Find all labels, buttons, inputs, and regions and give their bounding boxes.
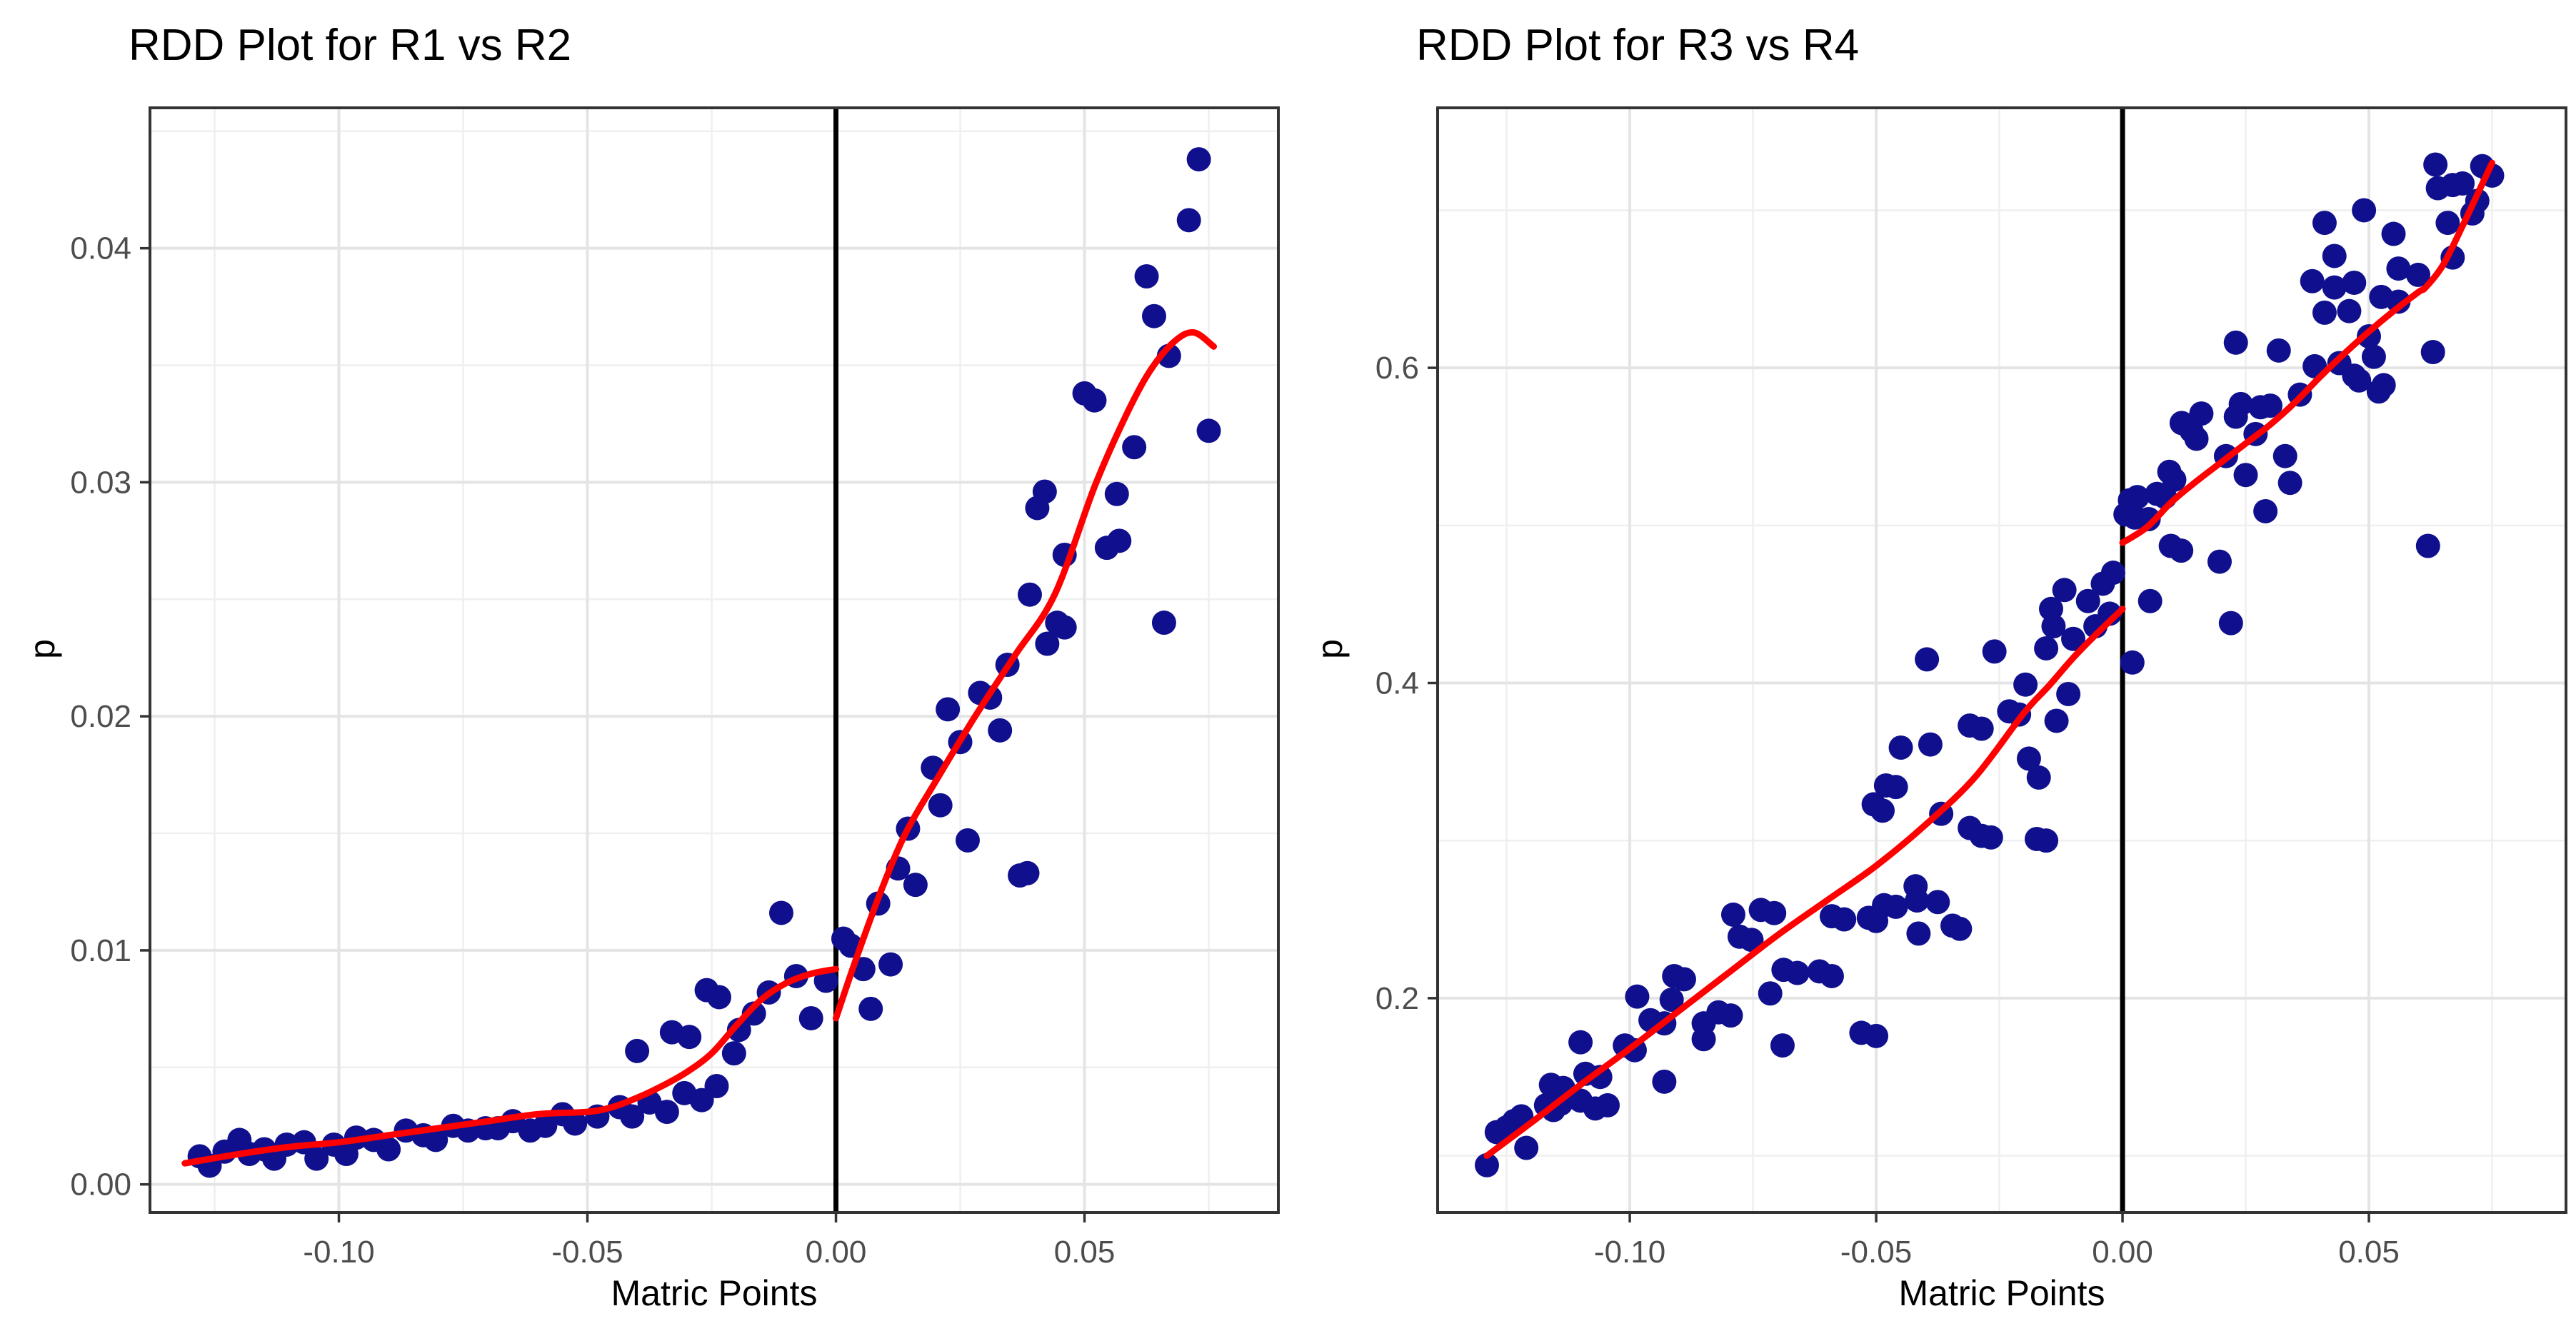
svg-text:0.00: 0.00 (70, 1167, 131, 1202)
svg-text:0.00: 0.00 (2092, 1235, 2153, 1270)
x-axis-label-right: Matric Points (1898, 1273, 2105, 1313)
svg-text:0.04: 0.04 (70, 231, 131, 266)
svg-text:0.2: 0.2 (1375, 981, 1419, 1016)
chart-r1-vs-r2: -0.10 -0.05 0.00 0.05 0.00 0.01 0.02 0.03 0.04 R… (22, 21, 1280, 1313)
svg-text:0.02: 0.02 (70, 699, 131, 734)
svg-text:-0.10: -0.10 (1594, 1235, 1665, 1270)
chart-r3-vs-r4: -0.10 -0.05 0.00 0.05 0.2 0.4 0.6 RDD Plot for… (1288, 0, 2575, 1341)
chart-title-left: RDD Plot for R1 vs R2 (129, 21, 572, 70)
plot-panel-r1-vs-r2: -0.10 -0.05 0.00 0.05 0.00 0.01 0.02 0.03 0.04 (70, 106, 1280, 1270)
svg-text:0.4: 0.4 (1375, 666, 1419, 700)
y-axis-label-right: p (1310, 639, 1350, 659)
svg-text:-0.10: -0.10 (303, 1235, 374, 1270)
x-axis-label-left: Matric Points (611, 1273, 818, 1313)
y-axis-label-left: p (22, 639, 62, 659)
chart-title-right: RDD Plot for R3 vs R4 (1416, 21, 1860, 70)
svg-text:0.05: 0.05 (2338, 1235, 2400, 1270)
svg-text:0.05: 0.05 (1054, 1235, 1116, 1270)
svg-text:0.00: 0.00 (806, 1235, 867, 1270)
svg-text:0.03: 0.03 (70, 465, 131, 500)
svg-text:-0.05: -0.05 (1840, 1235, 1912, 1270)
svg-text:0.6: 0.6 (1375, 351, 1419, 386)
svg-text:-0.05: -0.05 (551, 1235, 623, 1270)
svg-text:0.01: 0.01 (70, 933, 131, 968)
plot-panel-r3-vs-r4: -0.10 -0.05 0.00 0.05 0.2 0.4 0.6 (1375, 106, 2567, 1270)
